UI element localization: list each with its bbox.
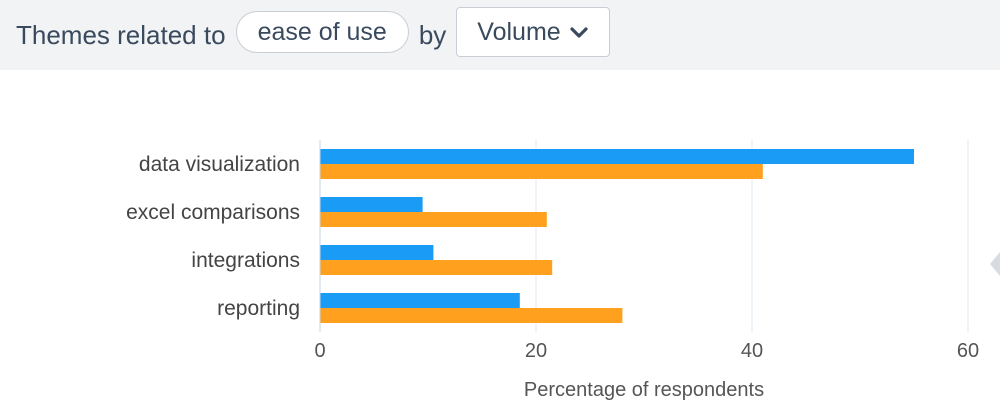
header-by-text: by <box>418 19 447 50</box>
bar-blue-3 <box>320 293 520 308</box>
chevron-down-icon <box>569 18 589 47</box>
bar-orange-3 <box>320 308 623 323</box>
category-label: data visualization <box>139 153 300 176</box>
x-tick-label: 60 <box>957 340 979 362</box>
x-tick-label: 20 <box>525 340 547 362</box>
bar-orange-2 <box>320 260 553 275</box>
side-expand-handle[interactable] <box>988 246 1000 282</box>
topic-pill[interactable]: ease of use <box>235 11 409 53</box>
category-label: integrations <box>191 249 300 272</box>
sort-dropdown-label: Volume <box>477 17 561 46</box>
bar-orange-0 <box>320 164 763 179</box>
bar-orange-1 <box>320 212 547 227</box>
x-tick-label: 40 <box>741 340 763 362</box>
header-prefix-text: Themes related to <box>16 19 226 50</box>
bar-blue-1 <box>320 197 423 212</box>
chart-area: 0 20 40 60 data visualization excel compariso… <box>0 70 1000 410</box>
x-axis-title: Percentage of respondents <box>524 379 764 401</box>
category-label: excel comparisons <box>126 201 300 224</box>
x-tick-label: 0 <box>314 340 325 362</box>
category-label: reporting <box>217 297 300 320</box>
chart-header: Themes related to ease of use by Volume <box>0 0 1000 70</box>
sort-dropdown[interactable]: Volume <box>456 7 610 57</box>
bar-blue-2 <box>320 245 434 260</box>
bar-blue-0 <box>320 149 914 164</box>
bar-chart: 0 20 40 60 data visualization excel compariso… <box>126 140 979 401</box>
